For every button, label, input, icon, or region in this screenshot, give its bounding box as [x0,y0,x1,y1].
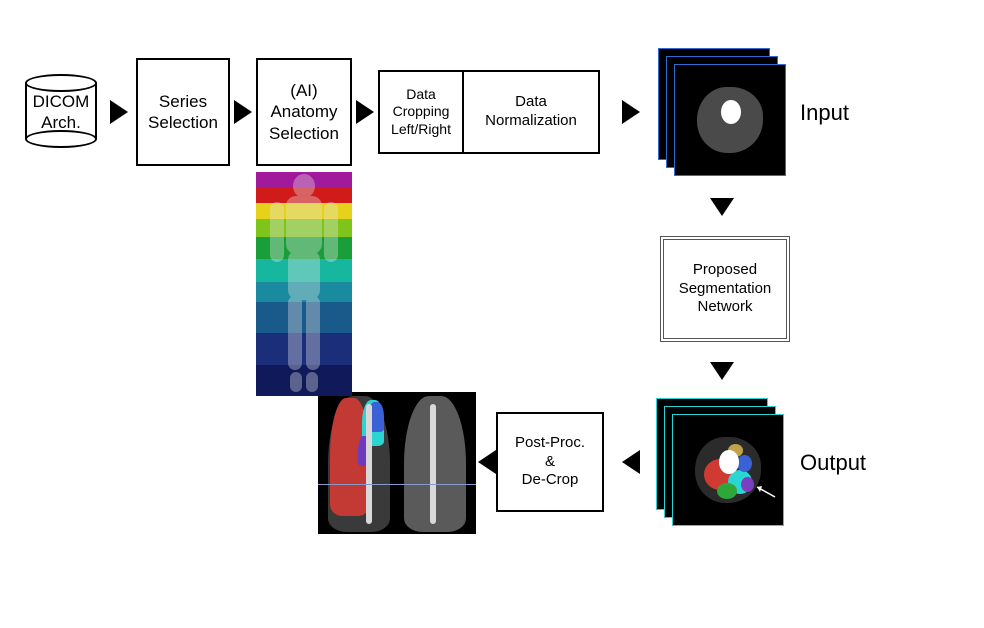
input-label: Input [800,100,849,126]
arrow-postproc-to-result [478,450,496,474]
data-cropping-box: Data Cropping Left/Right [378,70,464,154]
wholebody-rainbow-view [256,172,352,396]
arrow-norm-to-input [622,100,640,124]
output-image-stack [656,398,784,526]
arrow-output-to-postproc [622,450,640,474]
data-normalization-label: Data Normalization [485,93,577,131]
arrow-network-to-output [710,362,734,380]
anatomy-selection-box: (AI) Anatomy Selection [256,58,352,166]
arrow-series-to-anatomy [234,100,252,124]
body-silhouette-icon [256,172,352,396]
annotation-arrow-icon [751,483,777,499]
data-cropping-label: Data Cropping Left/Right [391,86,451,139]
arrow-anatomy-to-crop [356,100,374,124]
input-image-stack [658,48,786,176]
segmentation-network-label: Proposed Segmentation Network [679,261,772,317]
arrow-input-to-network [710,198,734,216]
arrow-dicom-to-series [110,100,128,124]
segmentation-network-box: Proposed Segmentation Network [660,236,790,342]
postproc-label: Post-Proc. & De-Crop [515,434,585,490]
output-label: Output [800,450,866,476]
legs-coronal-view [318,392,476,534]
series-selection-box: Series Selection [136,58,230,166]
postproc-box: Post-Proc. & De-Crop [496,412,604,512]
dicom-archive-label: DICOM Arch. [25,84,97,140]
dicom-archive-cylinder: DICOM Arch. [25,74,97,148]
data-normalization-box: Data Normalization [462,70,600,154]
series-selection-label: Series Selection [148,91,218,134]
anatomy-selection-label: (AI) Anatomy Selection [269,80,339,144]
